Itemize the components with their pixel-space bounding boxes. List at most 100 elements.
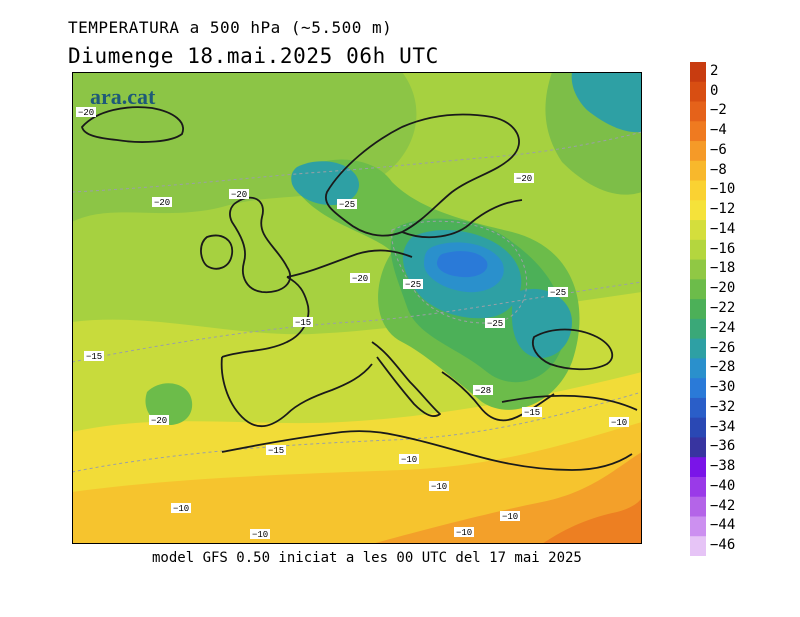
temperature-colorbar [690,62,706,556]
colorbar-label: −2 [710,102,727,119]
colorbar-swatch [690,437,706,458]
northeast-cold [571,72,642,133]
colorbar-label: −44 [710,517,736,534]
italy-coast [371,341,441,417]
colorbar-label: −36 [710,438,736,455]
contour-label: −15 [266,445,286,456]
colorbar-swatch [690,417,706,438]
north-africa-coast [221,430,633,471]
field-band-orange [372,452,642,544]
colorbar-swatch [690,318,706,340]
temperature-map: −20 −20 −20 −25 −20 −25 −25 −25 −20 −15 … [72,72,642,544]
colorbar-label: −8 [710,161,727,178]
svg-text:−28: −28 [475,386,491,396]
colorbar-swatch [690,536,706,556]
contour-label: −10 [171,503,191,514]
scandinavia-coast [324,113,520,237]
svg-text:−10: −10 [611,418,627,428]
svg-text:−25: −25 [339,200,355,210]
colorbar-swatch [690,81,706,103]
colorbar-label: −6 [710,141,727,158]
colorbar-label: −34 [710,418,736,435]
contour-label: −20 [514,173,534,184]
colorbar-label: −20 [710,280,736,297]
contour-label: −10 [429,481,449,492]
contour-labels: −20 −20 −20 −25 −20 −25 −25 −25 −20 −15 … [76,107,629,540]
contour-label: −20 [76,107,96,118]
colorbar-swatch [690,457,706,478]
contour-label: −25 [403,279,423,290]
trough-center [436,251,488,278]
svg-text:−20: −20 [154,198,170,208]
colorbar-swatch [690,200,706,221]
colorbar-label: −38 [710,458,736,475]
contour-label: −10 [609,417,629,428]
colorbar-label: −16 [710,240,736,257]
colorbar-swatch [690,160,706,182]
uk-coast [229,196,292,294]
colorbar-swatch [690,397,706,419]
contour-label: −15 [84,351,104,362]
baltic-coast [401,199,523,239]
black-sea-coast [532,328,614,371]
contour-label: −15 [522,407,542,418]
colorbar-label: −10 [710,181,736,198]
svg-text:−20: −20 [231,190,247,200]
colorbar-label: −30 [710,379,736,396]
colorbar-swatch [690,476,706,498]
colorbar-swatch [690,220,706,241]
ireland-coast [200,234,234,270]
colorbar-swatch [690,239,706,261]
colorbar-swatch [690,338,706,359]
colorbar-label: −42 [710,497,736,514]
colorbar-labels: 2 0 −2 −4 −6 −8 −10 −12 −14 −16 −18 −20 −22 −24 −26 −28… [710,62,790,556]
map-date: Diumenge 18.mai.2025 06h UTC [68,44,439,68]
colorbar-swatch [690,496,706,517]
colorbar-swatch [690,516,706,537]
svg-text:−20: −20 [151,416,167,426]
contour-label: −20 [149,415,169,426]
contour-label: −25 [337,199,357,210]
svg-text:−20: −20 [352,274,368,284]
colorbar-swatch [690,62,706,83]
field-band-darkorange [542,497,642,544]
colorbar-swatch [690,358,706,379]
colorbar-label: −46 [710,537,736,554]
svg-text:−10: −10 [431,482,447,492]
contour-label: −25 [548,287,568,298]
colorbar-label: −18 [710,260,736,277]
svg-text:−10: −10 [502,512,518,522]
model-footer: model GFS 0.50 iniciat a les 00 UTC del … [152,550,582,566]
colorbar-label: 2 [710,62,719,79]
contour-label: −10 [454,527,474,538]
svg-text:−20: −20 [516,174,532,184]
contour-label: −25 [485,318,505,329]
colorbar-label: −32 [710,398,736,415]
iceland-coast [81,106,184,143]
contour-label: −20 [152,197,172,208]
turkey-coast [501,394,638,411]
contour-label: −10 [500,511,520,522]
colorbar-swatch [690,101,706,122]
colorbar-label: −12 [710,201,736,218]
balkan-coast [441,371,555,422]
contour-label: −10 [399,454,419,465]
map-title: TEMPERATURA a 500 hPa (~5.500 m) [68,18,393,37]
svg-text:−15: −15 [295,318,311,328]
contour-label: −20 [229,189,249,200]
svg-text:−15: −15 [268,446,284,456]
svg-text:−15: −15 [86,352,102,362]
colorbar-label: −40 [710,477,736,494]
colorbar-label: −28 [710,359,736,376]
svg-text:−15: −15 [524,408,540,418]
colorbar-label: −26 [710,339,736,356]
colorbar-label: −14 [710,220,736,237]
colorbar-label: −4 [710,122,727,139]
contour-label: −20 [350,273,370,284]
logo-ara-cat: ara.cat [90,84,156,109]
contour-label: −10 [250,529,270,540]
colorbar-label: 0 [710,82,719,99]
colorbar-swatch [690,141,706,162]
svg-text:−10: −10 [401,455,417,465]
colorbar-swatch [690,378,706,399]
